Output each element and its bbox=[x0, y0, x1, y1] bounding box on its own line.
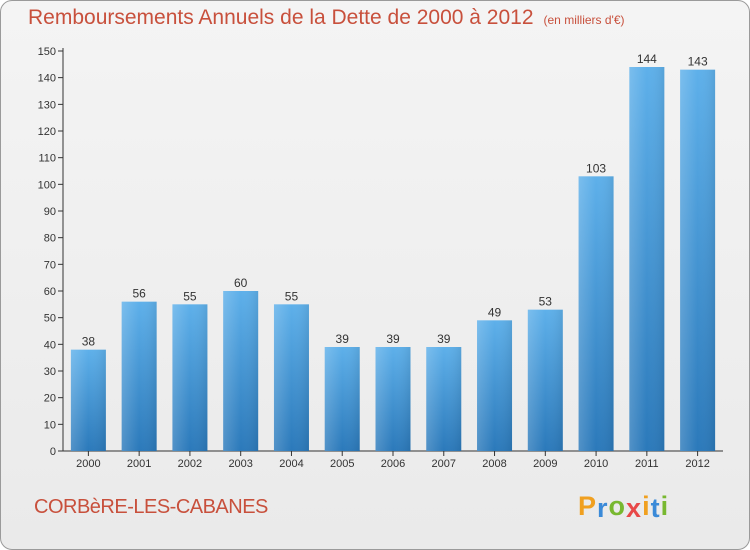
logo-letter: o bbox=[608, 491, 627, 521]
bar-shine bbox=[223, 291, 259, 451]
data-label: 143 bbox=[688, 55, 708, 69]
y-tick-label: 60 bbox=[44, 286, 56, 298]
bar-shine bbox=[324, 347, 360, 451]
chart-title: Remboursements Annuels de la Dette de 20… bbox=[28, 6, 625, 30]
logo-letter: i bbox=[642, 491, 651, 521]
logo-letter: x bbox=[626, 493, 643, 523]
bar-shine bbox=[680, 69, 716, 452]
y-axis: 0 10 20 30 40 50 60 70 80 90 100 110 120 130 140 150 bbox=[38, 46, 64, 458]
x-tick-label: 2003 bbox=[228, 458, 252, 470]
data-label: 60 bbox=[234, 276, 248, 290]
y-tick-label: 40 bbox=[44, 339, 56, 351]
y-tick-label: 130 bbox=[38, 99, 56, 111]
x-tick-label: 2004 bbox=[279, 458, 303, 470]
data-label: 39 bbox=[336, 332, 350, 346]
bar-shine bbox=[70, 349, 106, 451]
bar-shine bbox=[121, 301, 157, 451]
bar-shine bbox=[273, 304, 309, 451]
x-tick-label: 2005 bbox=[330, 458, 354, 470]
x-tick-label: 2007 bbox=[432, 458, 456, 470]
commune-name: CORBèRE-LES-CABANES bbox=[34, 496, 268, 518]
logo-letter: r bbox=[597, 493, 609, 523]
bar-shine bbox=[527, 309, 563, 451]
bar-shine bbox=[375, 347, 411, 451]
x-tick-label: 2009 bbox=[533, 458, 557, 470]
y-tick-label: 80 bbox=[44, 233, 56, 245]
y-tick-label: 90 bbox=[44, 206, 56, 218]
y-tick-label: 140 bbox=[38, 73, 56, 85]
chart-title-text: Remboursements Annuels de la Dette de 20… bbox=[28, 6, 534, 29]
data-label: 39 bbox=[386, 332, 400, 346]
x-tick-label: 2008 bbox=[482, 458, 506, 470]
y-tick-label: 0 bbox=[50, 446, 56, 458]
y-tick-label: 120 bbox=[38, 126, 56, 138]
logo-letter: P bbox=[578, 491, 598, 521]
y-tick-label: 70 bbox=[44, 259, 56, 271]
data-label: 49 bbox=[488, 305, 502, 319]
bar-shine bbox=[477, 320, 513, 451]
x-tick-label: 2001 bbox=[127, 458, 151, 470]
logo-letter: i bbox=[660, 491, 670, 521]
data-label: 55 bbox=[183, 289, 197, 303]
bar-shine bbox=[426, 347, 462, 451]
x-tick-label: 2000 bbox=[76, 458, 100, 470]
data-label: 55 bbox=[285, 289, 299, 303]
data-label: 103 bbox=[586, 161, 606, 175]
data-label: 39 bbox=[437, 332, 451, 346]
y-tick-label: 110 bbox=[38, 153, 56, 165]
data-label: 56 bbox=[132, 287, 146, 301]
data-label: 144 bbox=[637, 52, 657, 66]
y-tick-label: 20 bbox=[44, 393, 56, 405]
y-tick-label: 10 bbox=[44, 419, 56, 431]
y-tick-label: 50 bbox=[44, 313, 56, 325]
logo-letter: t bbox=[650, 493, 661, 523]
x-axis: 2000 2001 2002 2003 2004 2005 2006 2007 2008 2009… bbox=[63, 450, 723, 470]
bar-shine bbox=[172, 304, 208, 451]
y-tick-label: 150 bbox=[38, 46, 56, 58]
x-tick-label: 2006 bbox=[381, 458, 405, 470]
proxiti-logo: Proxiti bbox=[578, 491, 670, 523]
x-tick-label: 2011 bbox=[635, 458, 659, 470]
x-tick-label: 2012 bbox=[685, 458, 709, 470]
bar-shine bbox=[578, 176, 614, 452]
data-labels: 38 56 55 60 55 39 39 39 49 53 103 144 143 bbox=[82, 52, 708, 349]
x-tick-label: 2002 bbox=[178, 458, 202, 470]
chart-subtitle: (en milliers d'€) bbox=[543, 13, 625, 27]
bars bbox=[70, 67, 716, 452]
y-tick-label: 100 bbox=[38, 179, 56, 191]
bar-shine bbox=[629, 67, 665, 451]
data-label: 53 bbox=[539, 295, 553, 309]
y-tick-label: 30 bbox=[44, 366, 56, 378]
data-label: 38 bbox=[82, 335, 96, 349]
x-tick-label: 2010 bbox=[584, 458, 608, 470]
